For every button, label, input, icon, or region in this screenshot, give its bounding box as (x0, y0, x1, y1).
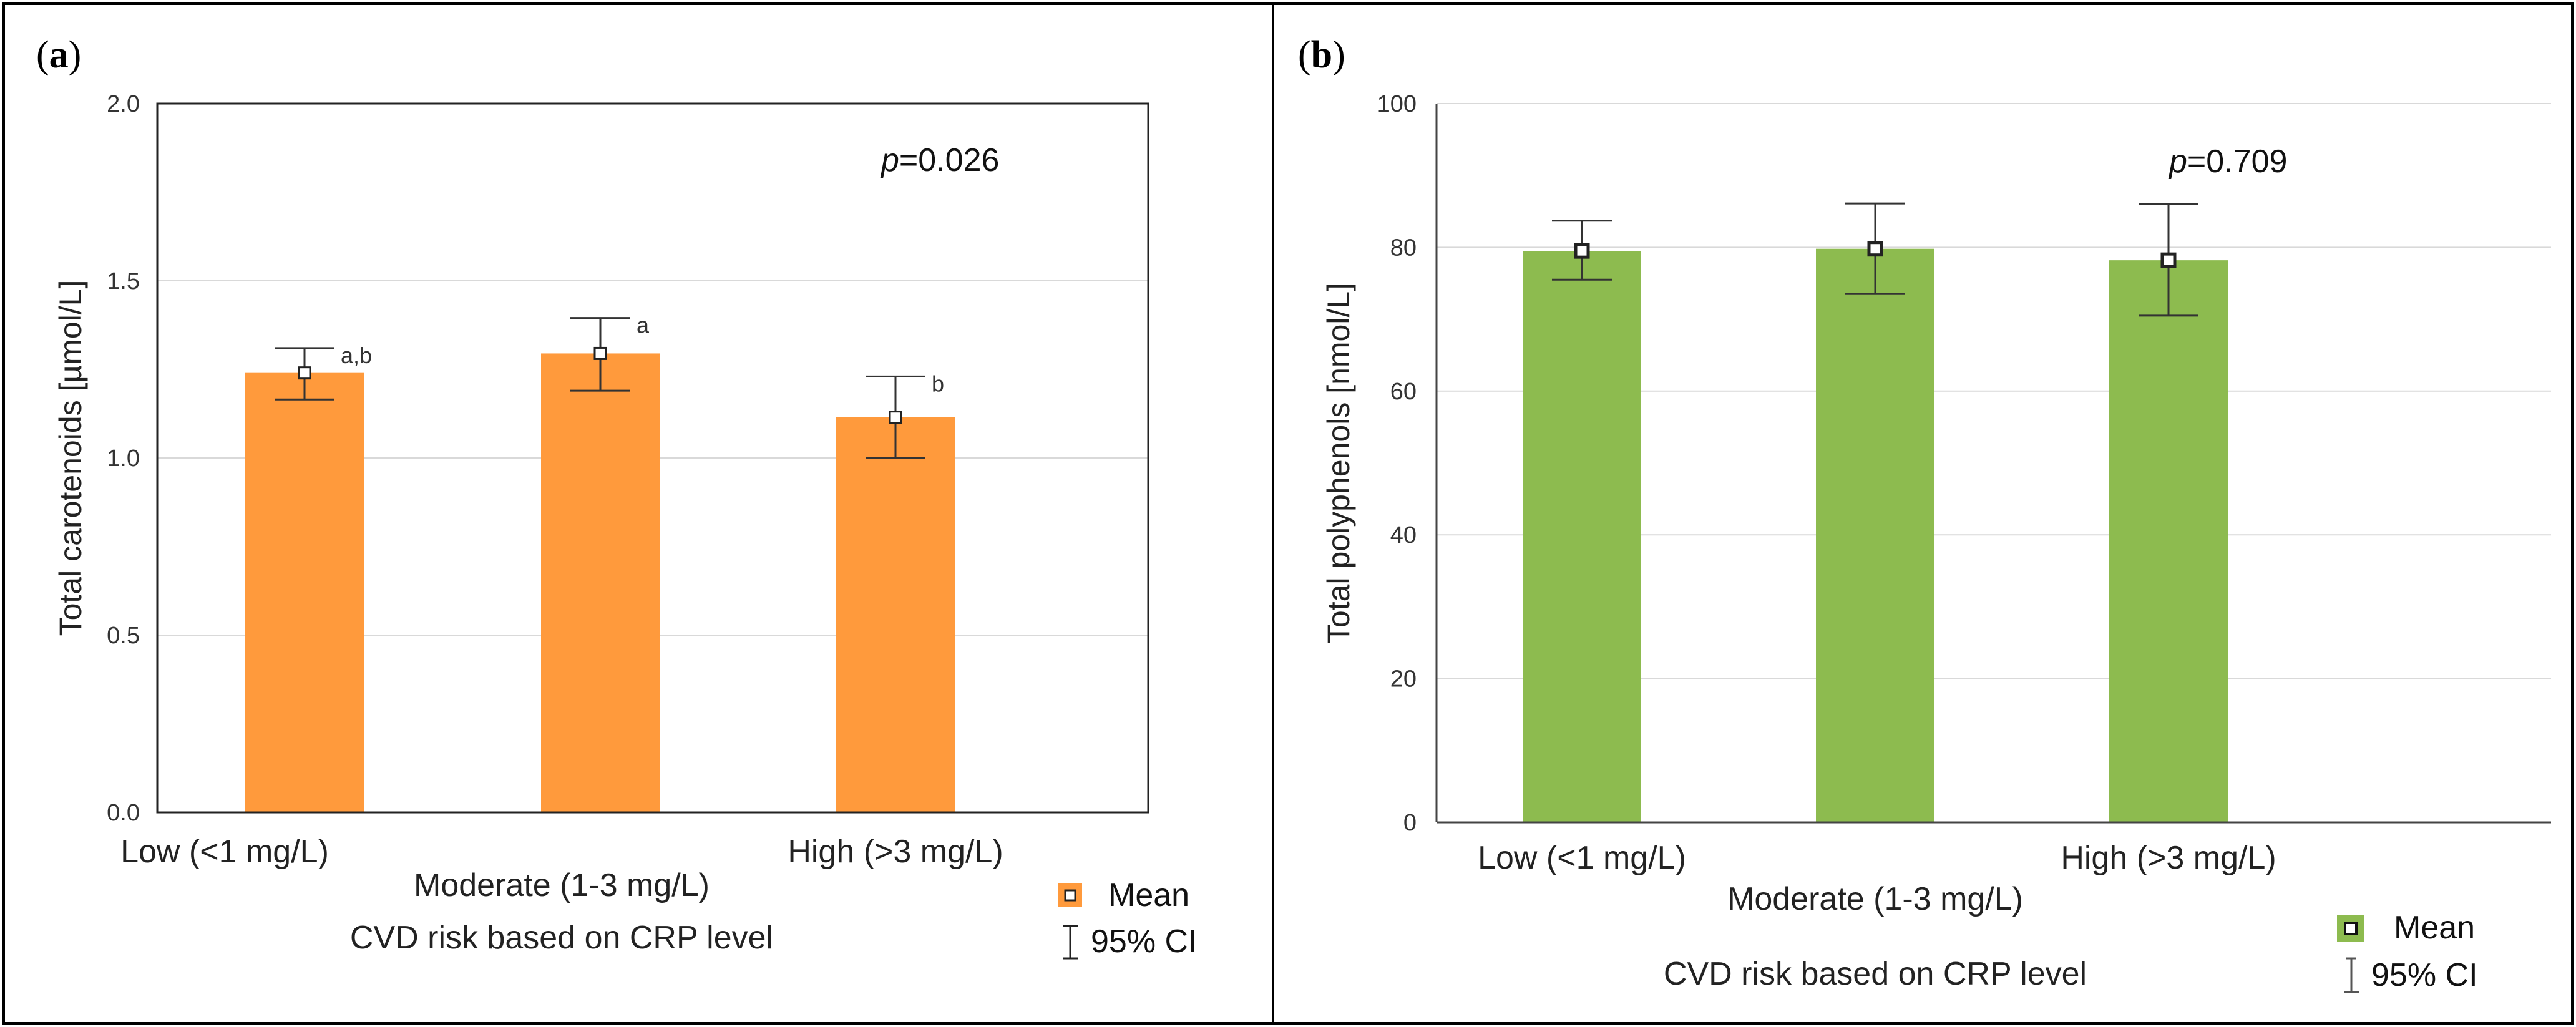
bar (1816, 248, 1934, 823)
legend: Mean 95% CI (2337, 910, 2478, 993)
legend-mean-swatch (2337, 915, 2364, 942)
y-tick-label: 80 (1390, 235, 1417, 261)
y-tick-label: 0.5 (107, 623, 140, 649)
p-value-annotation: p=0.026 (880, 142, 999, 178)
bar (541, 353, 660, 812)
y-tick-label: 0.0 (107, 800, 140, 826)
p-value-annotation: p=0.709 (2168, 144, 2287, 180)
mean-marker (889, 411, 902, 424)
legend-mean-label: Mean (1108, 877, 1189, 913)
y-tick-label: 2.0 (107, 91, 140, 117)
significance-letter: a,b (341, 343, 372, 368)
bar (245, 372, 364, 812)
y-axis-title: Total carotenoids [µmol/L] (53, 280, 88, 636)
panel-b: (b) 0 20 40 60 80 100 Low (<1 mg/L) Moderate (… (1298, 34, 2551, 993)
x-axis-title: CVD risk based on CRP level (1664, 956, 2087, 992)
significance-letter: b (932, 371, 944, 396)
category-label: Moderate (1-3 mg/L) (1727, 881, 2023, 917)
mean-marker (593, 346, 607, 360)
legend-ci-label: 95% CI (2371, 957, 2478, 993)
y-tick-label: 20 (1390, 666, 1417, 693)
legend-mean-label: Mean (2394, 910, 2475, 946)
y-tick-labels: 0.0 0.5 1.0 1.5 2.0 (107, 91, 140, 826)
significance-letter: a (637, 313, 650, 338)
y-tick-label: 60 (1390, 379, 1417, 405)
y-tick-label: 40 (1390, 522, 1417, 548)
y-tick-label: 100 (1377, 91, 1417, 117)
x-axis-title: CVD risk based on CRP level (350, 920, 773, 956)
bars (245, 353, 955, 812)
category-label: High (>3 mg/L) (2061, 840, 2276, 876)
mean-marker (2160, 252, 2177, 268)
legend-ci-icon (1063, 925, 1078, 960)
category-label: Low (<1 mg/L) (1478, 840, 1686, 876)
bar (836, 417, 955, 812)
y-axis-title: Total polyphenols [nmol/L] (1321, 283, 1356, 643)
category-label: Low (<1 mg/L) (120, 834, 329, 870)
panel-a-label: (a) (36, 34, 81, 76)
bar (2109, 260, 2228, 822)
y-tick-labels: 0 20 40 60 80 100 (1377, 91, 1417, 836)
mean-markers (1574, 241, 2177, 268)
panel-a: (a) 0.0 0.5 1.0 1.5 2.0 a,b a b Low (<1 mg/L) M… (36, 34, 1198, 960)
mean-marker (1574, 243, 1590, 259)
y-tick-label: 1.5 (107, 268, 140, 294)
category-label: High (>3 mg/L) (788, 834, 1003, 870)
legend-ci-label: 95% CI (1091, 923, 1198, 960)
mean-markers (298, 346, 902, 424)
category-labels: Low (<1 mg/L) Moderate (1-3 mg/L) High (>3… (120, 834, 1003, 903)
y-tick-label: 0 (1403, 810, 1417, 836)
mean-marker (298, 366, 311, 380)
y-tick-label: 1.0 (107, 445, 140, 472)
category-labels: Low (<1 mg/L) Moderate (1-3 mg/L) High (>3… (1478, 840, 2276, 917)
bars (1523, 248, 2228, 823)
plot-frame (156, 102, 1149, 814)
significance-letters: a,b a b (341, 313, 944, 397)
panel-b-label: (b) (1298, 34, 1345, 76)
legend-mean-swatch (1058, 883, 1082, 907)
mean-marker (1867, 241, 1883, 257)
legend-ci-icon (2344, 957, 2359, 993)
legend: Mean 95% CI (1058, 877, 1198, 960)
category-label: Moderate (1-3 mg/L) (414, 867, 710, 903)
bar (1523, 251, 1641, 822)
